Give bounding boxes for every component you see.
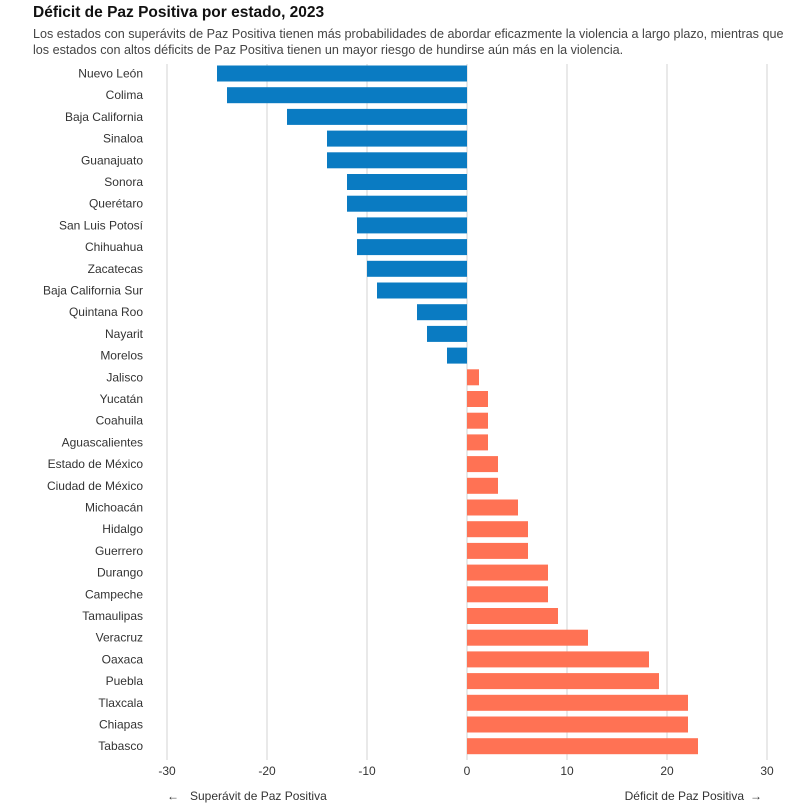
chart-title: Déficit de Paz Positiva por estado, 2023 [33,4,325,21]
bar [467,456,498,473]
category-label: Quintana Roo [69,305,143,319]
category-label: Nuevo León [78,67,143,81]
category-label: Tabasco [98,739,143,753]
bar [467,434,488,451]
bar [347,174,467,190]
bar [287,108,467,125]
x-tick-label: 0 [464,764,471,778]
category-label: Zacatecas [88,262,143,276]
bar [467,738,698,755]
bar [357,217,467,234]
category-label: Coahuila [96,414,144,428]
category-label: Jalisco [106,370,143,384]
category-label: Tamaulipas [82,609,143,623]
bar [217,65,467,82]
category-label: Hidalgo [102,522,143,536]
category-label: Nayarit [105,327,144,341]
category-label: Michoacán [85,501,143,515]
arrow-left-icon: ← [167,789,179,803]
bar [467,542,528,559]
x-axis-ticks: -30 -20 -10 0 10 20 30 [158,764,774,778]
bar [467,694,688,711]
bar [467,564,548,581]
bar [467,673,659,690]
category-label: Ciudad de México [47,479,143,493]
xlabel-left: Superávit de Paz Positiva [190,789,327,803]
category-label: Durango [97,566,143,580]
bar [467,521,528,538]
category-label: Colima [106,88,144,102]
bar [467,608,558,624]
bar [327,152,467,169]
category-label: Estado de México [48,457,144,471]
xlabel-right: Déficit de Paz Positiva [625,789,745,803]
category-label: Guerrero [95,544,143,558]
category-label: Chiapas [99,718,143,732]
bar [467,369,479,386]
bar [467,477,498,494]
category-label: Aguascalientes [62,435,143,449]
category-label: Puebla [106,674,144,688]
bar [467,412,488,429]
bar [467,629,588,646]
chart-subtitle: Los estados con superávits de Paz Positi… [33,27,784,57]
category-label: Tlaxcala [98,696,143,710]
x-tick-label: -10 [358,764,376,778]
x-tick-label: 30 [760,764,774,778]
arrow-right-icon: → [750,789,762,803]
bar [377,282,467,299]
bar [347,195,467,212]
x-tick-label: -30 [158,764,176,778]
category-label: Oaxaca [102,652,144,666]
bar [427,325,467,342]
bar [227,87,467,104]
bar [327,130,467,147]
category-label: Sinaloa [103,132,143,146]
category-label: Chihuahua [85,240,143,254]
bar [467,716,688,733]
category-label: Yucatán [100,392,143,406]
category-label: Querétaro [89,197,143,211]
bar [417,304,467,321]
bar [467,651,649,668]
category-label: Sonora [104,175,143,189]
axis-direction-labels: ← Superávit de Paz Positiva Déficit de P… [167,789,762,803]
bars [217,65,698,755]
x-tick-label: -20 [258,764,276,778]
category-label: Morelos [100,349,143,363]
x-tick-label: 20 [660,764,674,778]
bar [367,260,467,277]
bar [467,586,548,603]
x-tick-label: 10 [560,764,574,778]
category-label: Campeche [85,587,143,601]
category-label: Baja California Sur [43,284,143,298]
category-label: Baja California [65,110,143,124]
category-label: Veracruz [96,631,143,645]
bar [447,347,467,364]
bar [467,391,488,407]
category-label: Guanajuato [81,153,143,167]
bar [467,499,518,516]
bar [357,239,467,256]
category-labels: Nuevo León Colima Baja California Sinaloa Gu… [43,67,144,754]
category-label: San Luis Potosí [59,218,144,232]
